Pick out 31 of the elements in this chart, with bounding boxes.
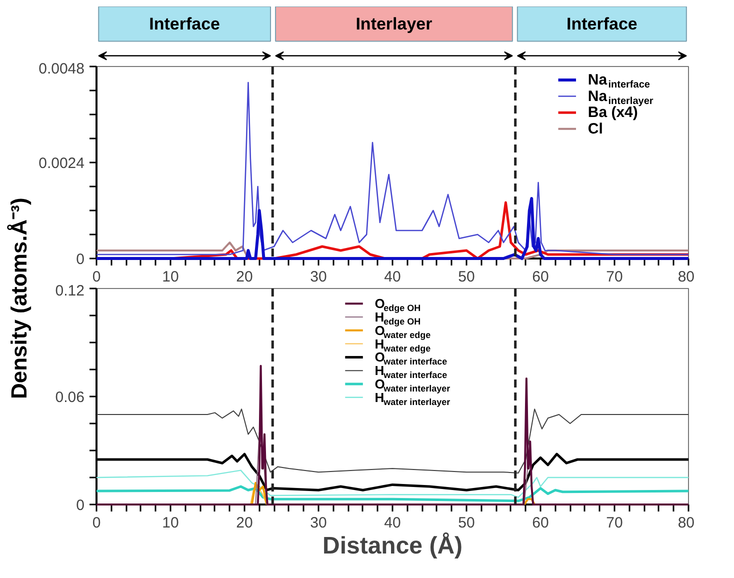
- x-axis-title: Distance (Å): [322, 532, 463, 560]
- x-tick-label: 50: [458, 268, 475, 286]
- x-tick-label: 40: [384, 514, 401, 532]
- text: Interlayer: [356, 14, 433, 34]
- x-tick-label: 0: [92, 268, 101, 286]
- y-tick-label: 0.0048: [38, 60, 85, 78]
- y-tick-label: 0.12: [55, 282, 85, 300]
- x-tick-label: 30: [310, 514, 327, 532]
- text: Interface: [149, 14, 220, 34]
- x-tick-label: 80: [678, 268, 695, 286]
- legend-label: Cl: [588, 120, 603, 138]
- x-tick-label: 20: [236, 514, 253, 532]
- x-tick-label: 50: [458, 514, 475, 532]
- y-tick-label: 0.0024: [38, 155, 85, 172]
- x-tick-label: 10: [162, 514, 179, 532]
- x-tick-label: 70: [606, 268, 623, 286]
- y-tick-label: 0.06: [55, 389, 85, 406]
- x-tick-label: 40: [384, 268, 401, 286]
- x-tick-label: 70: [606, 514, 623, 532]
- x-tick-label: 60: [532, 514, 549, 532]
- y-tick-label: 0: [76, 251, 84, 268]
- x-tick-label: 0: [92, 514, 101, 532]
- x-tick-label: 30: [310, 268, 327, 286]
- y-axis-title: Density (atoms.Å⁻³): [6, 198, 32, 400]
- text: Interface: [566, 14, 638, 34]
- x-tick-label: 10: [162, 268, 179, 286]
- x-tick-label: 80: [678, 514, 695, 532]
- x-tick-label: 60: [532, 268, 549, 286]
- legend-label: Ba (x4): [588, 104, 638, 122]
- y-tick-label: 0: [76, 497, 84, 514]
- x-tick-label: 20: [236, 268, 253, 286]
